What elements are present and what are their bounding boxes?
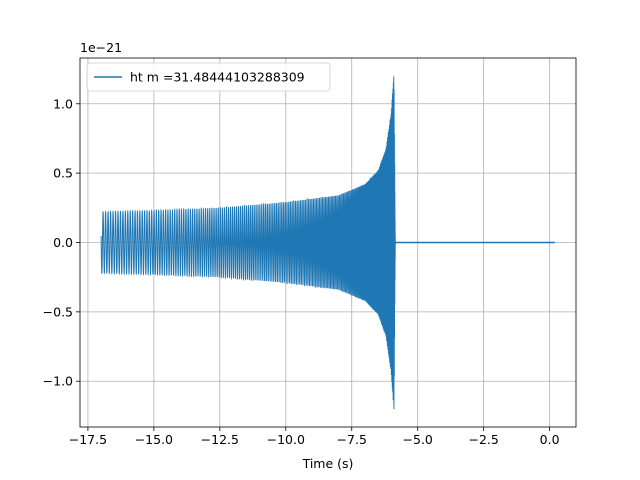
- y-offset-label: 1e−21: [80, 40, 122, 55]
- y-axis: −1.0 −0.5 0.0 0.5 1.0: [43, 96, 80, 389]
- y-tick-label: 0.0: [53, 235, 73, 250]
- x-tick-label: −7.5: [337, 432, 367, 447]
- x-axis-label: Time (s): [302, 456, 354, 471]
- x-tick-label: −17.5: [69, 432, 107, 447]
- y-tick-label: −0.5: [43, 304, 73, 319]
- x-axis: −17.5 −15.0 −12.5 −10.0 −7.5 −5.0 −2.5 0.0: [69, 427, 560, 447]
- x-tick-label: −12.5: [201, 432, 239, 447]
- legend: ht m =31.48444103288309: [86, 62, 331, 92]
- y-tick-label: −1.0: [43, 374, 73, 389]
- x-tick-label: −15.0: [135, 432, 173, 447]
- legend-entry: ht m =31.48444103288309: [130, 70, 305, 85]
- legend-box: [86, 62, 331, 92]
- x-tick-label: 0.0: [540, 432, 560, 447]
- x-tick-label: −5.0: [403, 432, 433, 447]
- x-tick-label: −2.5: [468, 432, 498, 447]
- x-tick-label: −10.0: [267, 432, 305, 447]
- y-tick-label: 0.5: [53, 166, 73, 181]
- y-tick-label: 1.0: [53, 96, 73, 111]
- series-line: [100, 76, 396, 410]
